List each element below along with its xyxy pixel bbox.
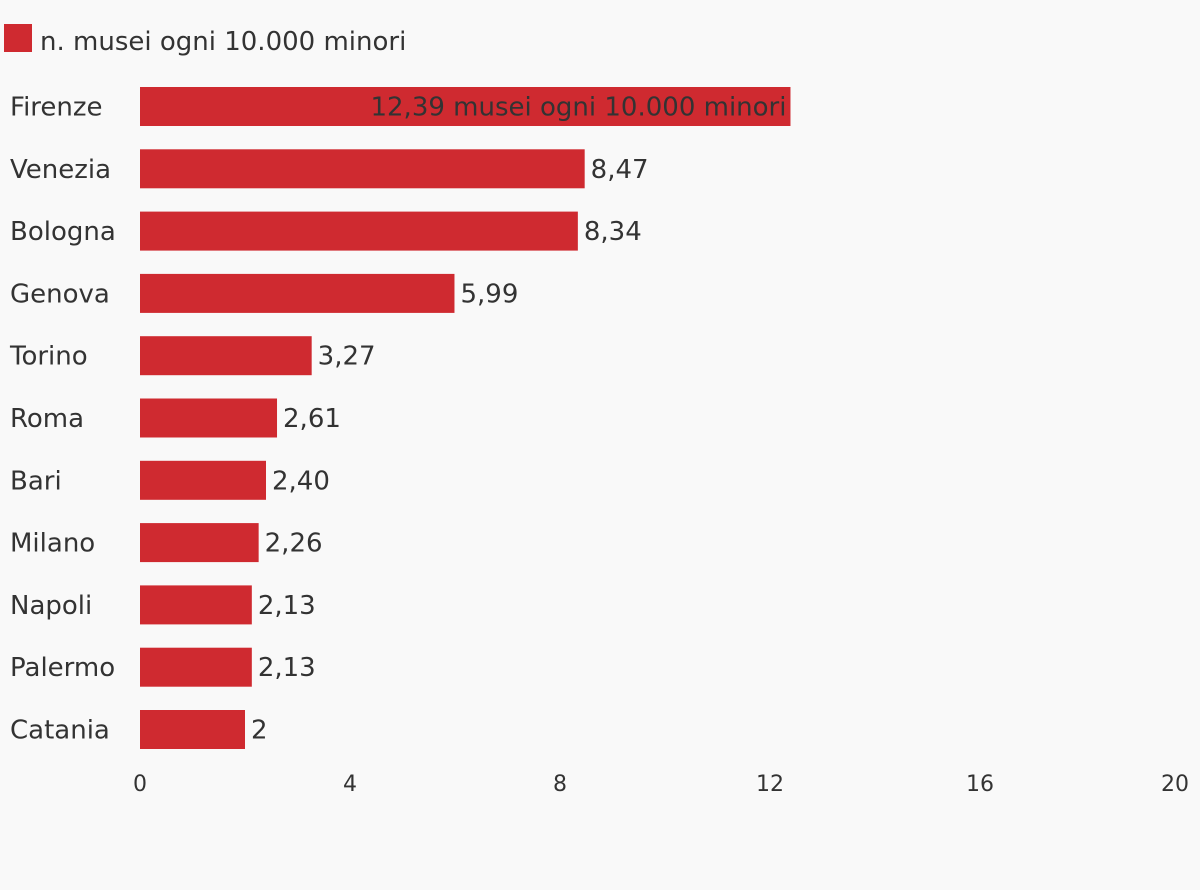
category-label: Roma bbox=[10, 404, 84, 434]
value-label: 2,26 bbox=[265, 529, 323, 559]
bar bbox=[140, 460, 266, 500]
bar bbox=[140, 149, 585, 189]
x-tick-label: 4 bbox=[343, 772, 357, 797]
category-label: Catania bbox=[10, 716, 110, 746]
legend-swatch bbox=[4, 24, 32, 52]
value-label: 2,40 bbox=[272, 466, 330, 496]
x-tick-label: 0 bbox=[133, 772, 147, 797]
value-label: 5,99 bbox=[460, 279, 518, 309]
x-axis-ticks: 0 4 8 12 16 20 bbox=[133, 772, 1189, 797]
legend: n. musei ogni 10.000 minori bbox=[4, 24, 406, 57]
category-label: Bari bbox=[10, 466, 62, 496]
value-label: 2,13 bbox=[258, 653, 316, 683]
category-label: Venezia bbox=[10, 155, 111, 185]
bars: Firenze 12,39 musei ogni 10.000 minori Ven… bbox=[9, 87, 791, 749]
bar bbox=[140, 87, 791, 126]
x-tick-label: 12 bbox=[756, 772, 784, 797]
x-tick-label: 16 bbox=[966, 772, 994, 797]
category-label: Bologna bbox=[10, 217, 116, 247]
category-label: Palermo bbox=[10, 653, 115, 683]
bar bbox=[140, 647, 252, 687]
bar bbox=[140, 211, 578, 251]
category-label: Firenze bbox=[10, 93, 103, 123]
value-label: 2,61 bbox=[283, 404, 341, 434]
category-label: Napoli bbox=[10, 591, 92, 621]
value-label: 3,27 bbox=[318, 342, 376, 372]
legend-label: n. musei ogni 10.000 minori bbox=[40, 27, 406, 57]
category-label: Torino bbox=[9, 342, 88, 372]
category-label: Genova bbox=[10, 279, 110, 309]
value-label: 8,47 bbox=[591, 155, 649, 185]
value-label: 8,34 bbox=[584, 217, 642, 247]
category-label: Milano bbox=[10, 529, 95, 559]
bar bbox=[140, 336, 312, 376]
bar bbox=[140, 398, 278, 438]
bar bbox=[140, 523, 259, 563]
x-tick-label: 20 bbox=[1161, 772, 1189, 797]
bar bbox=[140, 585, 252, 625]
value-label: 2,13 bbox=[258, 591, 316, 621]
value-label: 2 bbox=[251, 716, 268, 746]
bar bbox=[140, 710, 245, 749]
bar bbox=[140, 273, 455, 313]
x-tick-label: 8 bbox=[553, 772, 567, 797]
value-label: 12,39 musei ogni 10.000 minori bbox=[370, 93, 786, 123]
